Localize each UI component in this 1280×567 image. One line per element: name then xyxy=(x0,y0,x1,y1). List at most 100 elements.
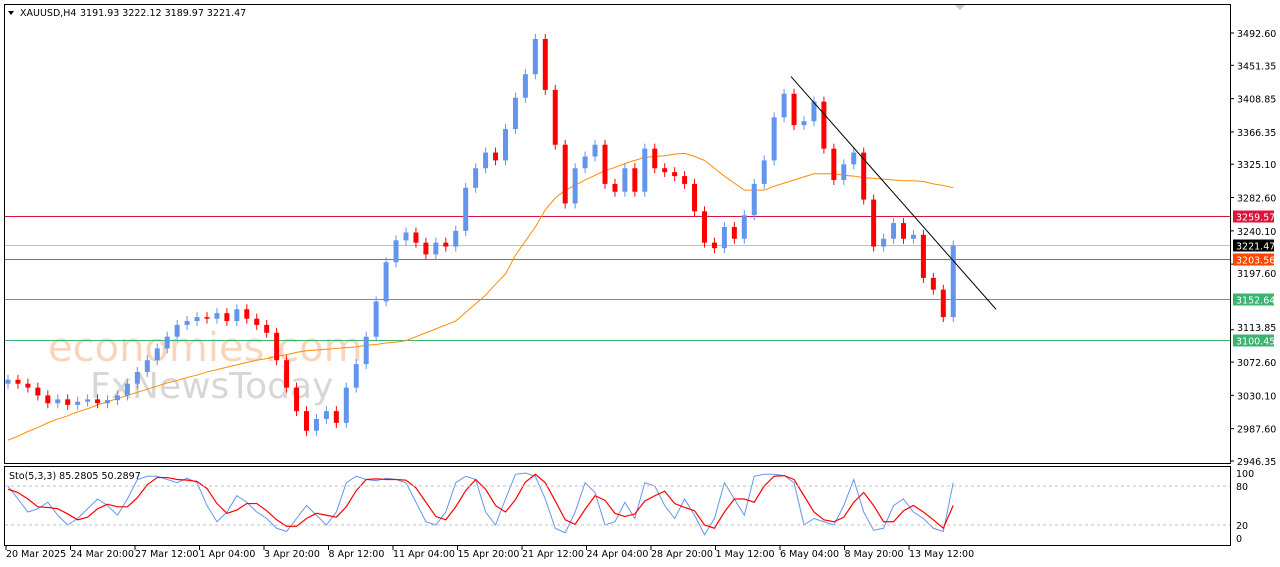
candle-bearish xyxy=(542,38,548,90)
level-label-bg xyxy=(1233,293,1274,306)
price-tick-label: 3282.60 xyxy=(1237,194,1276,205)
price-tick-label: 2946.35 xyxy=(1237,457,1276,468)
candle-bullish xyxy=(353,364,359,388)
candle-bearish xyxy=(25,383,31,388)
candle-bullish xyxy=(721,226,727,249)
price-tick-label: 3408.85 xyxy=(1237,95,1276,106)
stochastic-tick-label: 100 xyxy=(1236,469,1254,480)
time-tick-label: 21 Apr 12:00 xyxy=(522,549,584,560)
symbol-dropdown-icon[interactable] xyxy=(8,11,14,15)
watermark-logo: economies.com FxNewsToday xyxy=(48,325,363,407)
candle-bearish xyxy=(672,172,678,177)
time-axis[interactable]: 20 Mar 2025 24 Mar 20:00 27 Mar 12:00 1 Apr… xyxy=(5,546,974,560)
level-label-bg xyxy=(1233,334,1274,347)
candle-bearish xyxy=(493,152,499,161)
candle-bullish xyxy=(801,121,807,126)
time-tick-label: 1 Apr 04:00 xyxy=(200,549,256,560)
candle-bullish xyxy=(363,336,369,365)
trendline[interactable] xyxy=(790,76,997,310)
candle-bullish xyxy=(622,168,628,192)
candle-bullish xyxy=(473,168,479,188)
candle-bullish xyxy=(313,418,319,431)
candle-bearish xyxy=(423,242,429,255)
candle-bullish xyxy=(841,164,847,180)
candle-bullish xyxy=(105,400,110,404)
stochastic-main-line xyxy=(7,472,954,536)
time-tick-label: 11 Apr 04:00 xyxy=(393,549,455,560)
candle-bullish xyxy=(582,156,588,169)
main-chart-frame xyxy=(4,4,1231,464)
price-tick-label: 3072.60 xyxy=(1237,358,1276,369)
candle-bullish xyxy=(891,223,897,239)
candle-bullish xyxy=(503,129,508,161)
watermark-fxnewstoday: FxNewsToday xyxy=(90,366,333,407)
stochastic-lines xyxy=(7,472,954,536)
chart-shift-marker-icon[interactable] xyxy=(955,5,965,10)
horizontal-levels xyxy=(5,216,1230,341)
candle-bullish xyxy=(463,187,469,231)
trendline-line xyxy=(790,76,997,310)
candle-bearish xyxy=(602,144,608,184)
price-tick-label: 3030.10 xyxy=(1237,391,1276,402)
candle-bullish xyxy=(134,371,140,384)
candle-bullish xyxy=(512,97,518,130)
candle-bullish xyxy=(881,238,887,247)
candle-bearish xyxy=(731,226,737,239)
watermark-economies: economies.com xyxy=(48,325,363,371)
time-tick-label: 3 Apr 20:00 xyxy=(264,549,320,560)
price-tick-label: 2987.60 xyxy=(1237,425,1276,436)
candle-bullish xyxy=(592,144,598,157)
price-tick-label: 3113.85 xyxy=(1237,323,1276,334)
ohlc-readout: 3191.93 3222.12 3189.97 3221.47 xyxy=(80,8,246,19)
moving-average-line xyxy=(7,152,954,441)
candle-bearish xyxy=(791,93,797,126)
candle-bearish xyxy=(652,148,658,169)
level-price-label: 3152.64 xyxy=(1236,296,1275,307)
candle-bullish xyxy=(761,160,767,184)
candle-bearish xyxy=(871,199,877,247)
candle-bearish xyxy=(413,232,419,243)
level-label-bg xyxy=(1233,253,1274,266)
stochastic-tick-label: 0 xyxy=(1236,534,1242,545)
candle-bullish xyxy=(55,399,61,404)
stochastic-frame xyxy=(4,466,1231,546)
candle-bearish xyxy=(552,89,558,145)
candle-bullish xyxy=(433,242,439,255)
level-price-label: 3203.56 xyxy=(1236,256,1275,267)
price-tick-label: 3240.10 xyxy=(1237,227,1276,238)
candle-bearish xyxy=(930,277,936,290)
candle-bearish xyxy=(264,324,270,333)
candle-bullish xyxy=(144,360,150,372)
candle-bearish xyxy=(204,317,210,319)
candle-bullish xyxy=(75,401,81,405)
candle-bearish xyxy=(15,379,21,384)
candle-bearish xyxy=(65,399,71,405)
price-tick-label: 3451.35 xyxy=(1237,61,1276,72)
candle-bullish xyxy=(234,309,240,322)
candle-bearish xyxy=(274,332,280,361)
candle-bullish xyxy=(194,317,200,322)
time-tick-label: 27 Mar 12:00 xyxy=(135,549,198,560)
candle-bearish xyxy=(333,411,339,423)
candle-bullish xyxy=(950,245,956,318)
candle-bearish xyxy=(702,211,707,243)
candle-bullish xyxy=(572,168,578,204)
level-label-bg xyxy=(1233,210,1274,223)
candles xyxy=(5,33,956,436)
candle-bearish xyxy=(831,148,837,180)
level-labels: 3259.57 3221.47 3203.56 3152.64 3100.45 xyxy=(1233,210,1275,348)
candle-bullish xyxy=(532,38,538,75)
candle-bullish xyxy=(781,93,787,118)
candle-bearish xyxy=(692,183,698,212)
candle-bullish xyxy=(383,262,389,302)
time-tick-label: 8 May 20:00 xyxy=(845,549,904,560)
price-axis[interactable]: 3492.60 3451.35 3408.85 3366.35 3325.10 3282.… xyxy=(1230,29,1276,468)
candle-bullish xyxy=(154,348,160,361)
candle-bearish xyxy=(254,318,260,325)
price-tick-label: 3325.10 xyxy=(1237,160,1276,171)
candle-bearish xyxy=(224,313,230,322)
candle-bearish xyxy=(95,399,101,404)
level-price-label: 3259.57 xyxy=(1236,213,1275,224)
symbol-label[interactable]: XAUUSD,H4 xyxy=(20,8,76,19)
